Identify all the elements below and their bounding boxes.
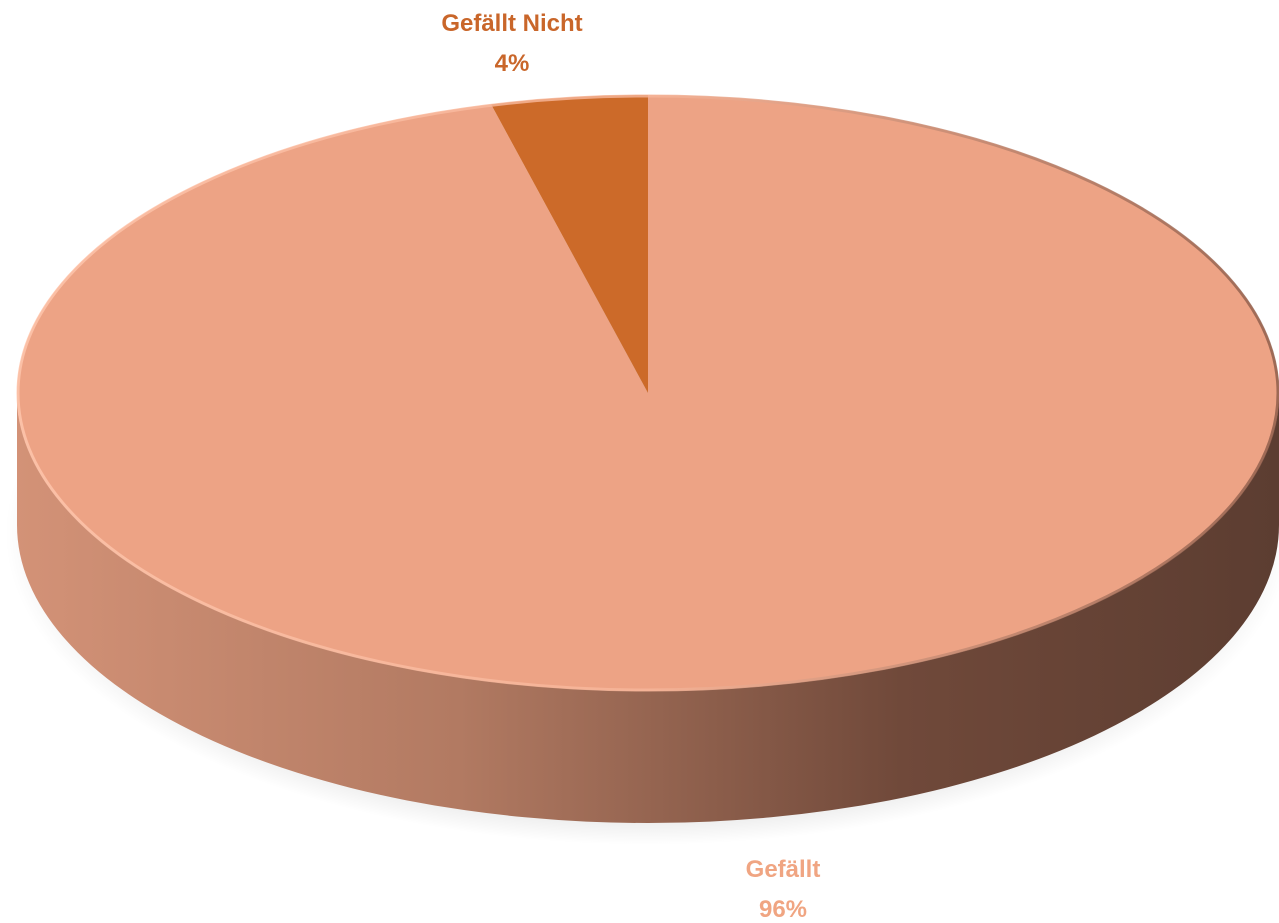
pie-rim-highlight: [16, 94, 1279, 692]
pie-slice-gefällt-nicht: [491, 95, 648, 393]
data-label-gefällt-nicht-percent: 4%: [495, 50, 530, 77]
data-label-gefällt-name: Gefällt: [746, 856, 821, 883]
data-label-gefällt-percent: 96%: [759, 896, 807, 923]
pie-slice-gefällt: [17, 95, 1279, 691]
pie-side-wall: [17, 393, 1279, 823]
data-label-gefällt-nicht-name: Gefällt Nicht: [441, 10, 582, 37]
